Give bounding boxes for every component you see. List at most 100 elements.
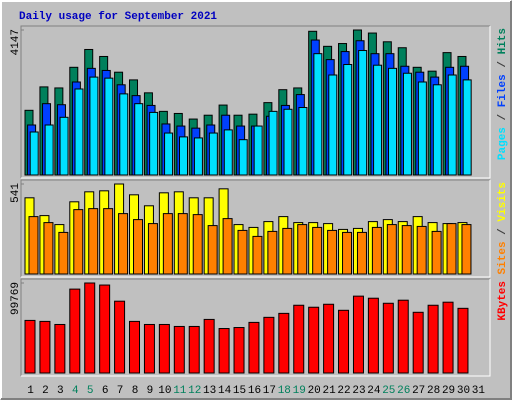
bar [342, 231, 353, 275]
bar [162, 213, 173, 275]
bar [133, 219, 144, 275]
bar [29, 131, 39, 176]
panel-edge-light [21, 26, 491, 179]
bar [457, 307, 469, 374]
bar [263, 316, 275, 374]
x-tick-label: 4 [72, 385, 79, 397]
bar [173, 325, 185, 374]
bar [297, 224, 308, 275]
bar [371, 226, 382, 275]
bar [134, 103, 144, 176]
bar [54, 323, 66, 374]
bar [402, 72, 412, 176]
bar [89, 76, 99, 176]
bar [431, 230, 442, 275]
bar [382, 302, 394, 374]
y-tick-label: 4147 [10, 29, 22, 55]
bar [74, 88, 84, 176]
bar [248, 321, 260, 374]
bar [412, 311, 424, 374]
bar [223, 129, 233, 176]
bar [417, 81, 427, 176]
bar [352, 295, 364, 374]
x-tick-label: 30 [457, 385, 470, 397]
panel-edge-light [21, 279, 491, 377]
bar [367, 297, 379, 374]
bar [99, 284, 111, 374]
legend-entry: Pages [497, 127, 509, 160]
bar [207, 225, 218, 275]
bar [158, 323, 170, 374]
bar [278, 312, 290, 374]
bar [129, 320, 141, 374]
bar [119, 93, 129, 176]
bar [103, 208, 114, 275]
panel-edge-dark [20, 278, 490, 376]
bar [218, 328, 230, 374]
bar [58, 231, 69, 275]
bar [338, 309, 350, 374]
bar [43, 222, 54, 275]
legend-separator: / [497, 228, 509, 235]
bar [313, 53, 323, 176]
bar [233, 327, 245, 374]
x-tick-label: 20 [308, 385, 321, 397]
bar [312, 226, 323, 275]
bar [28, 216, 39, 275]
bar [447, 74, 457, 176]
x-tick-label: 29 [442, 385, 455, 397]
x-tick-label: 26 [397, 385, 410, 397]
x-tick-label: 16 [248, 385, 261, 397]
bar [88, 208, 99, 275]
x-tick-label: 6 [102, 385, 109, 397]
bar [188, 325, 200, 374]
x-tick-label: 22 [337, 385, 350, 397]
bar [397, 299, 409, 374]
bar [193, 137, 203, 176]
panel-edge-light [21, 180, 491, 278]
bar [358, 50, 368, 176]
legend-entry: Files [497, 74, 509, 107]
bar [283, 108, 293, 176]
legend: Sites / Visits [497, 182, 509, 274]
bar [118, 213, 129, 275]
bar [442, 301, 454, 374]
x-tick-label: 24 [367, 385, 381, 397]
legend-entry: KBytes [497, 281, 509, 321]
x-tick-label: 14 [218, 385, 232, 397]
bar [84, 282, 96, 374]
bar [268, 110, 278, 176]
bar [401, 225, 412, 275]
bar [73, 209, 84, 275]
x-tick-label: 18 [278, 385, 291, 397]
x-tick-label: 23 [352, 385, 365, 397]
legend-separator: / [497, 113, 509, 120]
legend: KBytes [497, 281, 509, 321]
bar [446, 223, 457, 275]
bar [461, 224, 472, 275]
bar [308, 306, 320, 374]
bar [203, 318, 215, 374]
legend-entry: Sites [497, 241, 509, 274]
bar [24, 319, 36, 374]
bar [298, 107, 308, 176]
bar [208, 132, 218, 176]
x-tick-label: 9 [147, 385, 154, 397]
bar [104, 77, 114, 176]
bar [427, 304, 439, 374]
bar [282, 227, 293, 275]
bar [323, 303, 335, 374]
legend: Pages / Files / Hits [497, 28, 509, 160]
bar [59, 116, 69, 176]
y-tick-label: 99769 [10, 282, 22, 315]
bar [462, 79, 472, 176]
bar [343, 64, 353, 176]
bar [192, 214, 203, 275]
x-tick-label: 10 [158, 385, 171, 397]
x-tick-label: 15 [233, 385, 246, 397]
bar [222, 218, 233, 275]
legend-entry: Hits [497, 28, 509, 54]
